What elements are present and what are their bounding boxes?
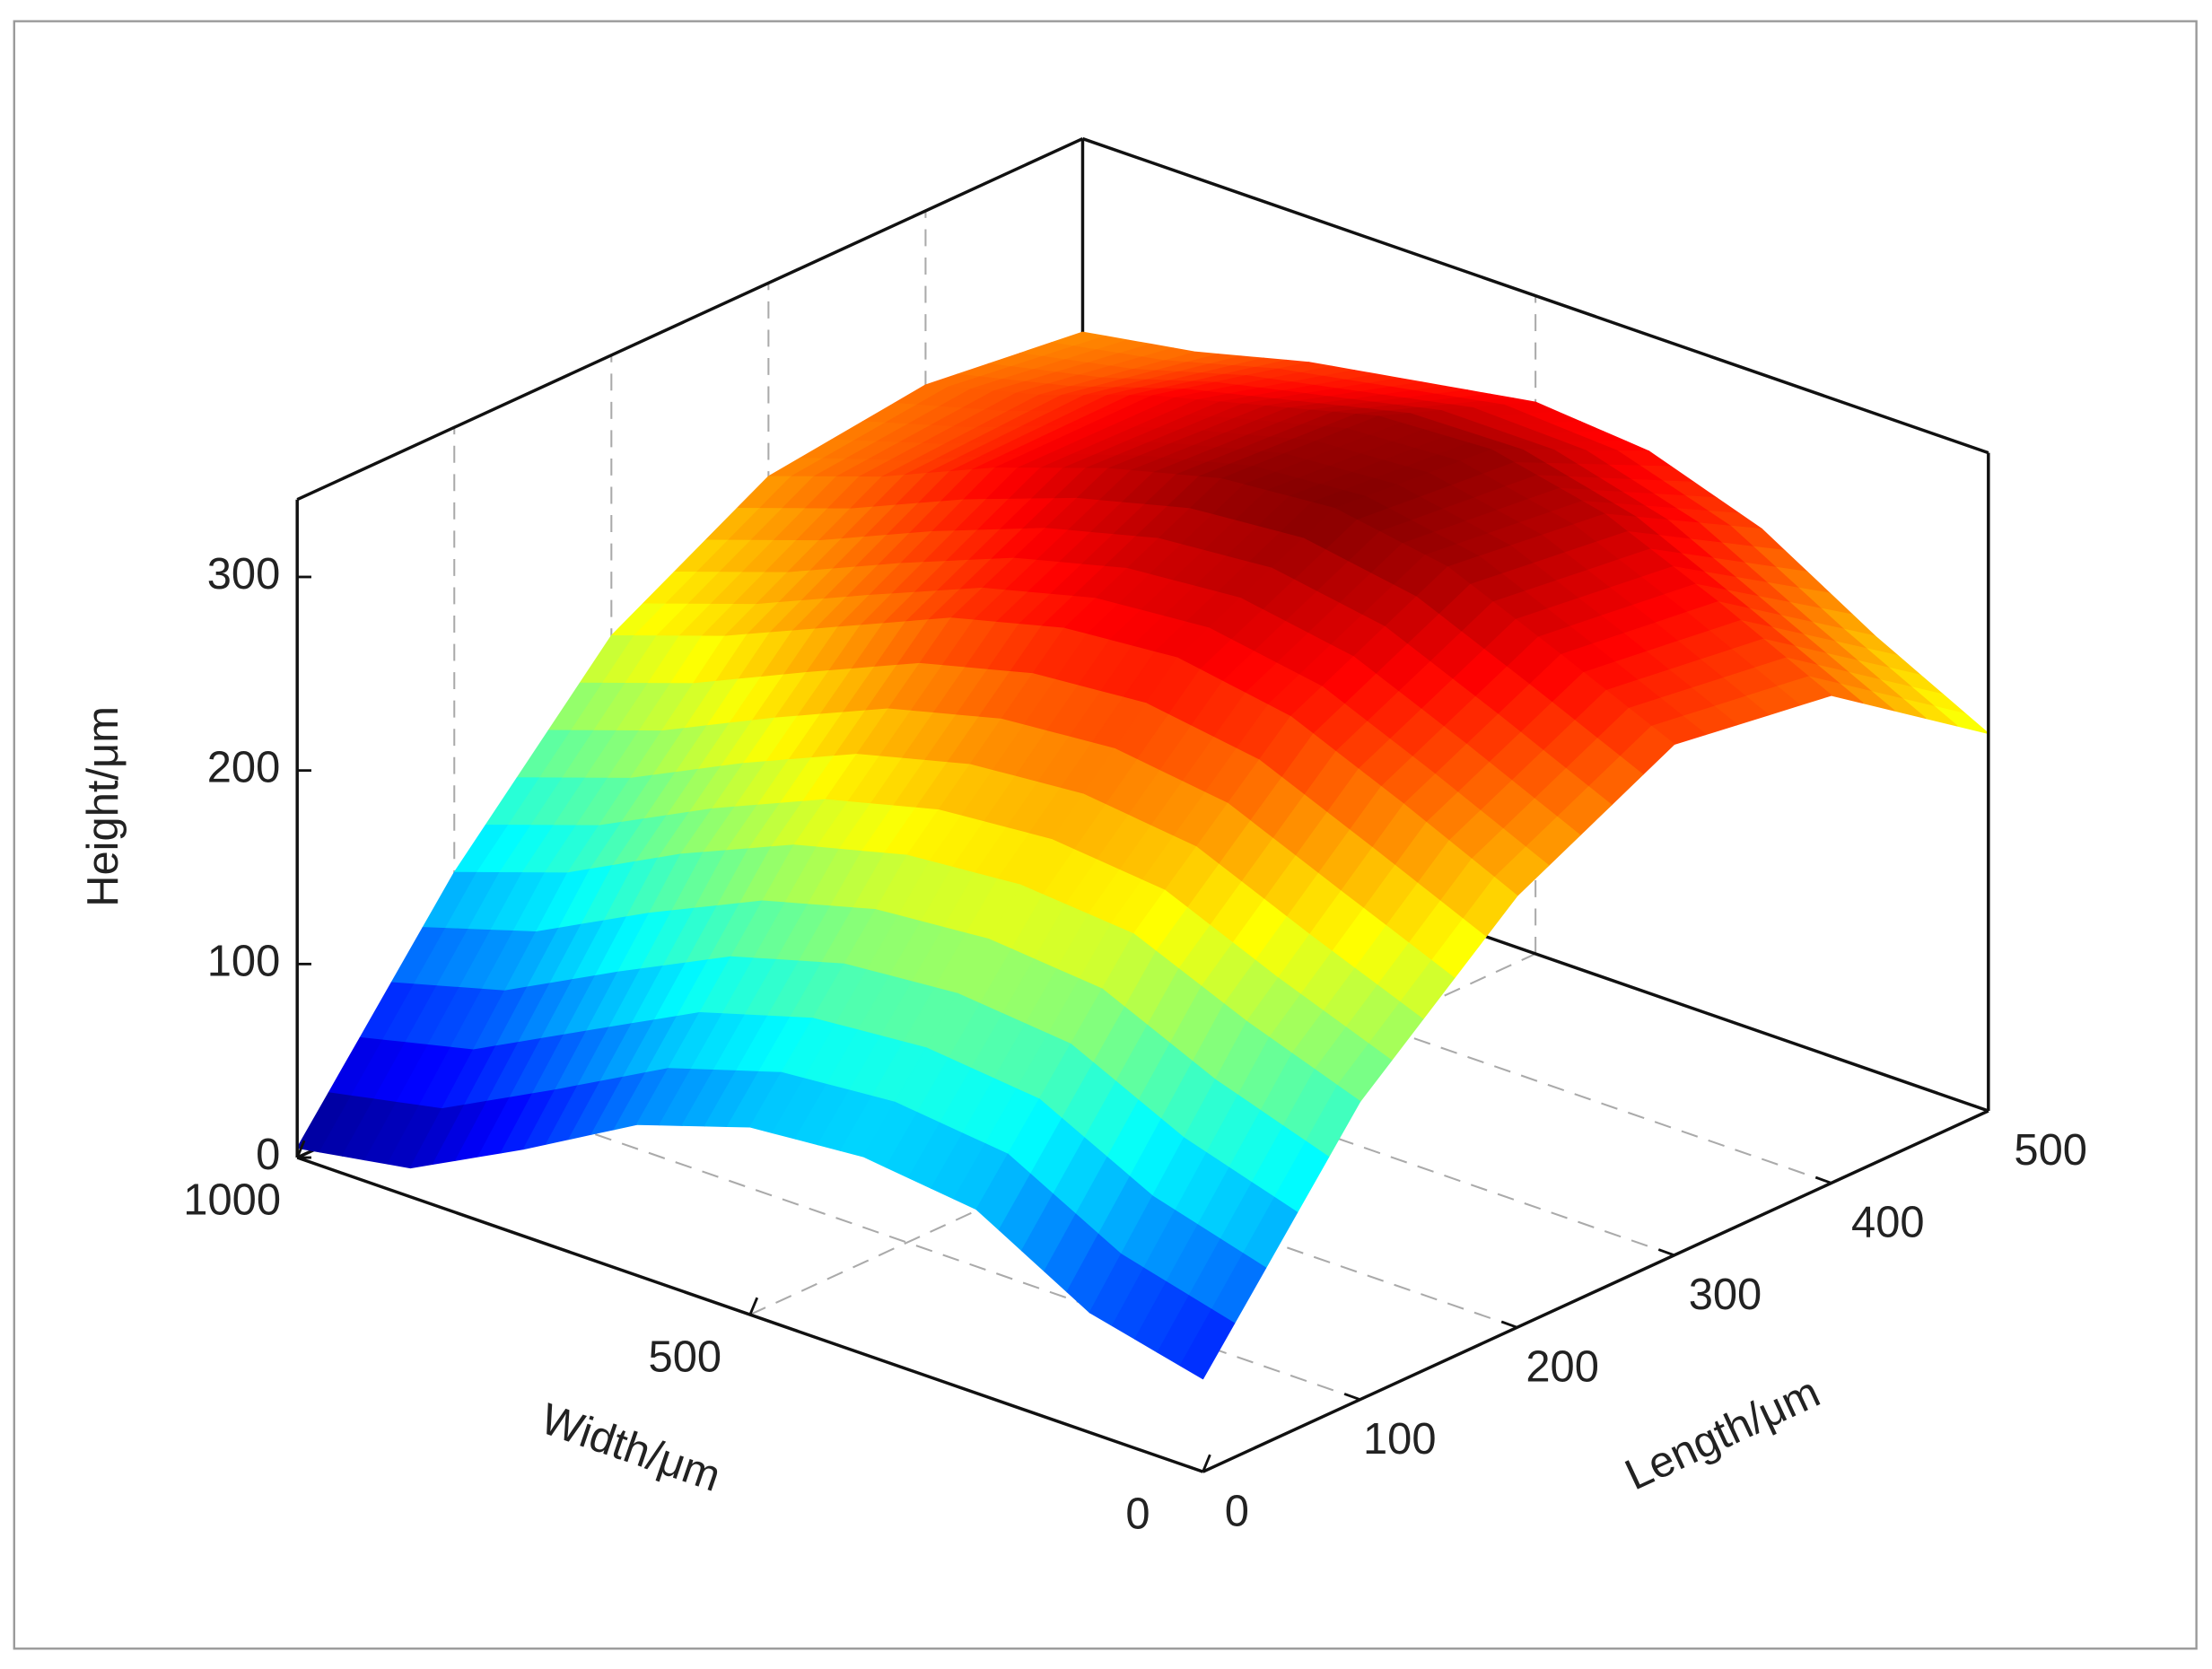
y-axis	[1202, 1109, 1989, 1473]
y-tick-label: 0	[1225, 1487, 1249, 1535]
box-edge	[1081, 136, 1989, 455]
x-tick	[1202, 1454, 1211, 1472]
y-tick-label: 100	[1363, 1415, 1437, 1464]
y-tick	[1500, 1320, 1518, 1329]
y-tick	[1186, 1464, 1204, 1473]
z-tick-label: 200	[207, 744, 281, 792]
box-edge	[296, 136, 1084, 502]
z-axis-title: Height/μm	[79, 706, 127, 907]
z-tick-label: 100	[207, 937, 281, 985]
x-tick-label: 0	[1125, 1490, 1150, 1539]
y-tick-label: 300	[1689, 1271, 1762, 1319]
z-tick-label: 300	[207, 550, 281, 599]
z-tick-label: 0	[256, 1131, 280, 1179]
grid-line	[453, 1084, 1360, 1401]
x-tick	[295, 1140, 306, 1158]
surface-patch	[1179, 1308, 1236, 1380]
y-tick-label: 200	[1526, 1343, 1599, 1392]
x-tick-label: 1000	[183, 1175, 281, 1224]
y-tick	[1814, 1175, 1832, 1184]
y-tick-label: 400	[1851, 1199, 1925, 1247]
y-tick-label: 500	[2014, 1126, 2087, 1175]
x-tick	[748, 1297, 759, 1315]
y-tick	[1343, 1393, 1361, 1402]
y-tick	[1972, 1104, 1989, 1113]
x-tick-label: 500	[649, 1333, 722, 1381]
surface	[296, 331, 1989, 1380]
y-tick	[1657, 1248, 1675, 1257]
